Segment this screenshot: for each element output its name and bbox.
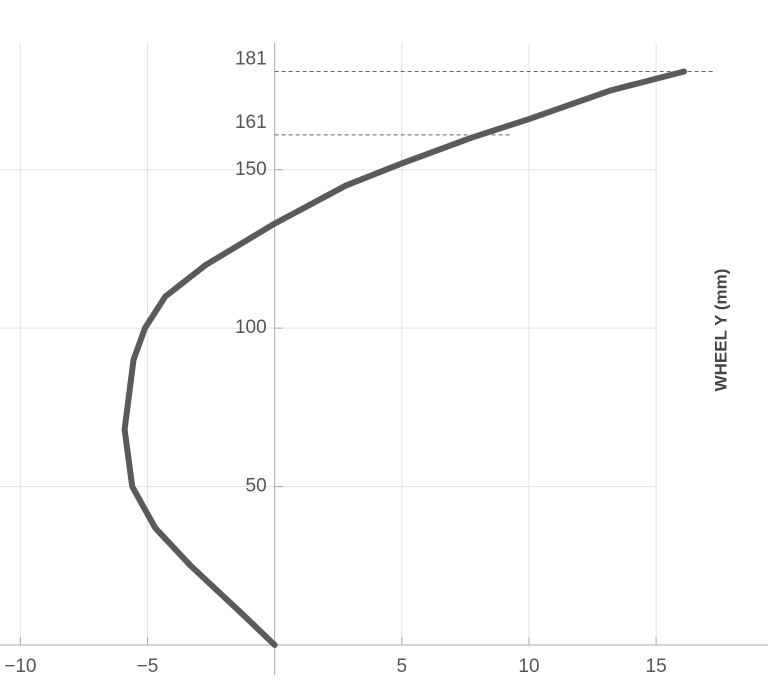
reference-label: 181 <box>235 49 267 70</box>
y-tick-label: 100 <box>235 317 267 338</box>
x-tick-label: 5 <box>397 656 408 677</box>
y-tick-label: 50 <box>246 476 267 497</box>
x-tick-label: −10 <box>4 656 36 677</box>
x-tick-label: 10 <box>518 656 539 677</box>
reference-label: 161 <box>235 112 267 133</box>
x-tick-label: 15 <box>646 656 667 677</box>
y-axis-label: WHEEL Y (mm) <box>711 269 730 392</box>
x-tick-label: −5 <box>137 656 159 677</box>
curve <box>121 68 688 648</box>
y-tick-label: 150 <box>235 159 267 180</box>
